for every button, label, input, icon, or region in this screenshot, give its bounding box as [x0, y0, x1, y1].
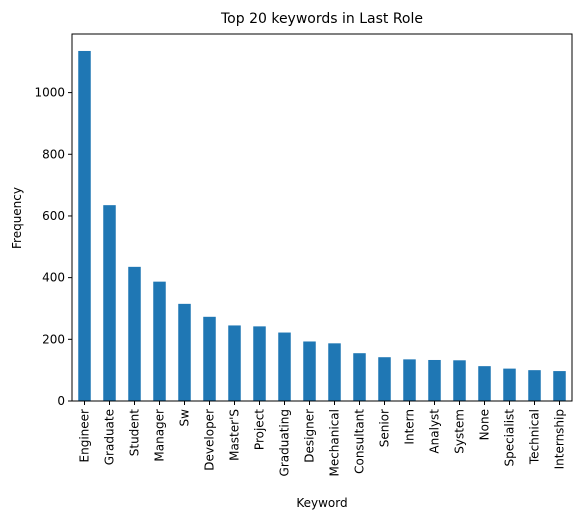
bar-10: [328, 343, 341, 401]
x-tick-label: System: [453, 409, 467, 454]
x-tick-label: Senior: [378, 409, 392, 447]
x-tick-label: Technical: [528, 409, 542, 465]
x-tick-label: Developer: [203, 409, 217, 471]
y-tick-label: 800: [42, 147, 65, 161]
bar-18: [528, 370, 541, 401]
x-tick-label: Manager: [153, 409, 167, 462]
y-axis-label: Frequency: [10, 187, 24, 249]
y-tick-label: 0: [57, 394, 65, 408]
chart-title: Top 20 keywords in Last Role: [220, 11, 423, 27]
bar-12: [378, 357, 391, 401]
x-tick-label: Intern: [403, 409, 417, 445]
bar-13: [403, 359, 416, 401]
x-tick-label: None: [478, 409, 492, 440]
bar-5: [203, 316, 216, 401]
x-tick-label: Analyst: [428, 409, 442, 454]
y-axis-ticks: 0 200 400 600 800 1000: [34, 86, 72, 408]
bar-1: [103, 205, 116, 401]
bar-7: [253, 326, 266, 401]
x-axis-label: Keyword: [296, 496, 347, 510]
x-tick-label: Mechanical: [328, 409, 342, 477]
bar-0: [78, 50, 91, 401]
bar-11: [353, 353, 366, 401]
bar-3: [153, 281, 166, 401]
x-tick-label: Project: [253, 409, 267, 450]
x-tick-label: Designer: [303, 409, 317, 463]
x-tick-label: Student: [128, 409, 142, 457]
x-tick-label: Master'S: [228, 409, 242, 461]
bar-8: [278, 332, 291, 401]
y-tick-label: 200: [42, 332, 65, 346]
y-tick-label: 600: [42, 209, 65, 223]
bar-2: [128, 266, 141, 401]
y-tick-label: 400: [42, 271, 65, 285]
plot-frame: [71, 33, 573, 402]
x-tick-label: Sw: [178, 409, 192, 427]
bar-6: [228, 325, 241, 401]
x-tick-label: Graduating: [278, 409, 292, 476]
x-tick-label: Graduate: [103, 409, 117, 465]
x-tick-label: Engineer: [78, 409, 92, 463]
bar-16: [478, 366, 491, 401]
bar-4: [178, 303, 191, 401]
bar-19: [553, 371, 566, 401]
bar-14: [428, 359, 441, 401]
x-tick-label: Consultant: [353, 409, 367, 474]
bar-9: [303, 341, 316, 401]
x-axis-ticks: Engineer Graduate Student Manager Sw Develope…: [78, 401, 567, 477]
y-tick-label: 1000: [34, 86, 65, 100]
x-tick-label: Specialist: [503, 409, 517, 467]
bar-15: [453, 360, 466, 401]
bar-17: [503, 368, 516, 401]
x-tick-label: Internship: [553, 409, 567, 469]
bars-group: [78, 50, 566, 401]
